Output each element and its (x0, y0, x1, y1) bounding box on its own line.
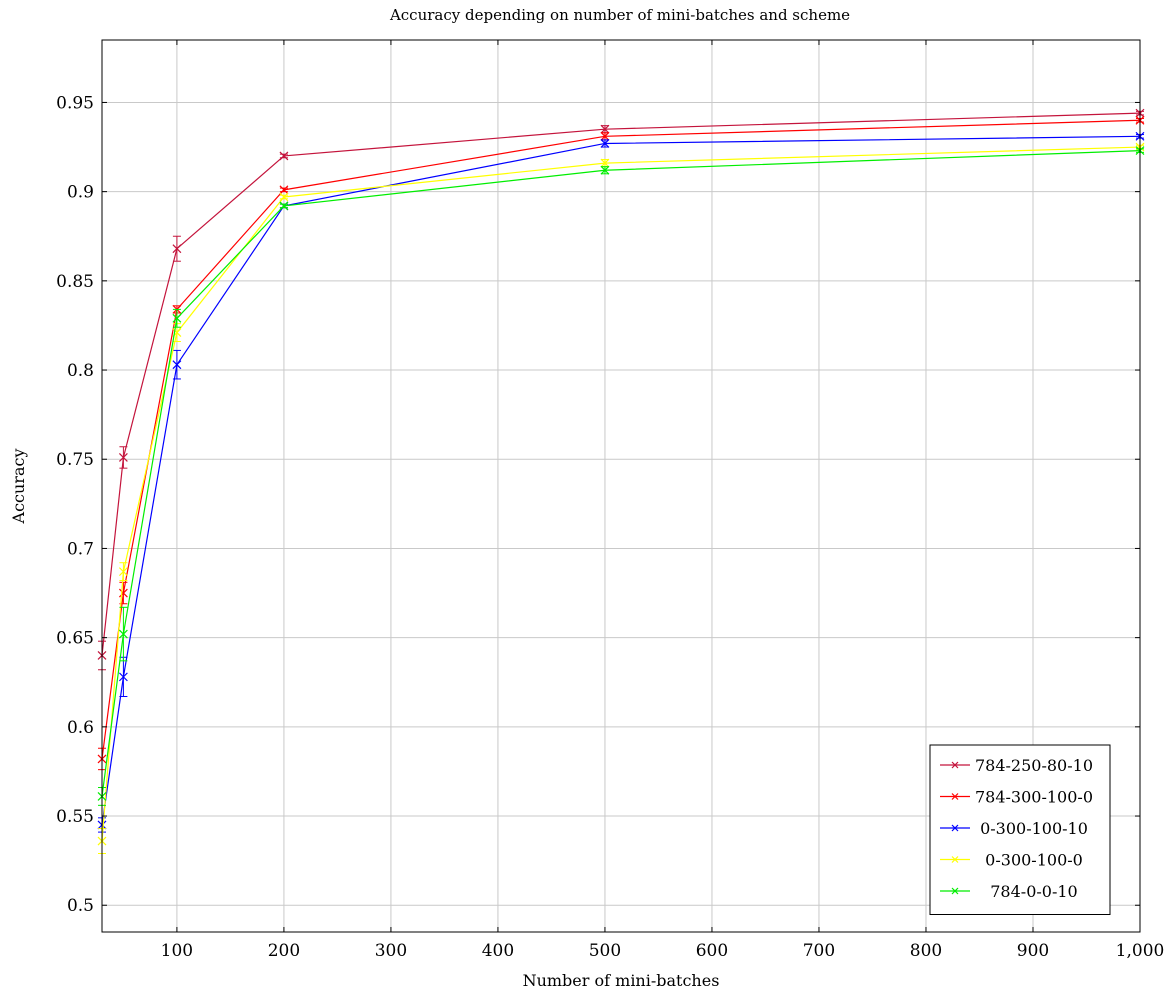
marker-stroke (172, 313, 182, 323)
data-point (600, 165, 610, 175)
data-point (279, 185, 289, 195)
legend-swatch-marker (951, 824, 959, 832)
legend-box (929, 744, 1111, 915)
marker-stroke (951, 856, 959, 863)
marker-stroke (279, 185, 289, 195)
y-tick-label: 0.95 (56, 93, 94, 113)
series-lines (97, 108, 1145, 855)
marker-stroke (951, 793, 959, 800)
y-tick-label: 0.65 (56, 629, 94, 649)
series-line (101, 112, 1141, 656)
marker-stroke (600, 165, 610, 175)
data-point (600, 131, 610, 141)
x-tick-label: 600 (696, 941, 728, 961)
legend-swatch-marker (951, 761, 959, 769)
marker-stroke (118, 588, 128, 598)
legend-label: 784-0-0-10 (990, 882, 1077, 901)
data-point (279, 192, 289, 202)
data-point (118, 453, 128, 462)
data-point (172, 360, 182, 370)
data-point (118, 672, 128, 682)
x-tick-label: 100 (161, 941, 193, 961)
marker-stroke (951, 761, 959, 769)
legend: 784-250-80-10 784-300-100-0 0-300-100-10 0-… (929, 744, 1111, 915)
legend-swatch-marker (951, 793, 959, 800)
data-point (600, 124, 610, 134)
y-tick-label: 0.9 (67, 183, 94, 203)
legend-entry: 784-0-0-10 (940, 882, 1078, 901)
series-1 (97, 115, 1145, 771)
marker-stroke (600, 124, 610, 134)
legend-label: 0-300-100-10 (980, 819, 1088, 838)
series-4 (97, 146, 1145, 806)
legend-entry: 784-250-80-10 (940, 756, 1093, 775)
data-point (118, 567, 128, 577)
data-point (172, 313, 182, 323)
legend-entry: 0-300-100-0 (940, 851, 1083, 870)
legend-label: 784-250-80-10 (975, 756, 1093, 775)
x-axis-label: Number of mini-batches (523, 971, 720, 990)
data-point (600, 158, 610, 168)
data-point (600, 139, 610, 148)
marker-stroke (118, 629, 128, 639)
data-point (172, 244, 182, 254)
x-tick-label: 400 (482, 941, 514, 961)
marker-stroke (600, 158, 610, 168)
marker-stroke (279, 151, 289, 161)
series-line (101, 135, 1141, 826)
x-tick-label: 200 (268, 941, 300, 961)
x-tick-label: 1,000 (1116, 941, 1165, 961)
legend-swatch-marker (951, 887, 959, 895)
legend-entry: 0-300-100-10 (940, 819, 1088, 838)
marker-stroke (600, 131, 610, 141)
grid-lines (102, 40, 1141, 932)
y-axis-label: Accuracy (9, 449, 28, 525)
x-tick-label: 500 (589, 941, 621, 961)
marker-stroke (172, 360, 182, 370)
series-line (101, 146, 1141, 842)
marker-stroke (172, 244, 182, 254)
legend-label: 0-300-100-0 (985, 851, 1083, 870)
marker-stroke (118, 567, 128, 577)
legend-entry: 784-300-100-0 (940, 788, 1093, 807)
y-tick-label: 0.6 (67, 718, 94, 738)
data-point (279, 201, 289, 211)
chart-title: Accuracy depending on number of mini-bat… (389, 6, 850, 24)
series-0 (97, 108, 1145, 671)
legend-label: 784-300-100-0 (975, 788, 1093, 807)
marker-stroke (279, 192, 289, 202)
data-point (118, 629, 128, 639)
y-tick-label: 0.7 (67, 539, 94, 559)
axis-ticks: 100 200 300 400 500 600 700 800 900 1,000 0.5 0.55 0… (56, 40, 1164, 961)
y-tick-label: 0.8 (67, 361, 94, 381)
x-tick-label: 900 (1017, 941, 1049, 961)
y-tick-label: 0.5 (67, 896, 94, 916)
x-tick-label: 300 (375, 941, 407, 961)
series-line (101, 150, 1141, 797)
marker-stroke (951, 887, 959, 895)
marker-stroke (118, 672, 128, 682)
marker-stroke (951, 824, 959, 832)
marker-stroke (279, 201, 289, 211)
series-line (101, 119, 1141, 760)
data-point (279, 151, 289, 161)
legend-swatch-marker (951, 856, 959, 863)
y-tick-label: 0.75 (56, 450, 94, 470)
y-tick-label: 0.85 (56, 272, 94, 292)
data-point (118, 588, 128, 598)
x-tick-label: 700 (803, 941, 835, 961)
y-tick-label: 0.55 (56, 807, 94, 827)
marker-stroke (118, 453, 128, 462)
plot-area-frame (101, 39, 1141, 933)
marker-stroke (600, 139, 610, 148)
x-tick-label: 800 (910, 941, 942, 961)
